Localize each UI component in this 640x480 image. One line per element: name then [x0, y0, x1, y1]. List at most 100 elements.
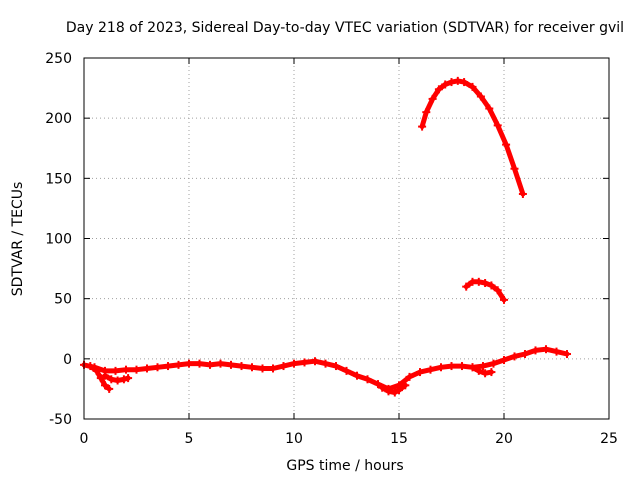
data-point	[92, 366, 101, 375]
data-point	[422, 108, 431, 117]
data-point	[101, 381, 109, 390]
data-point	[96, 374, 105, 383]
data-point	[164, 362, 172, 371]
data-point	[300, 358, 309, 367]
data-point	[447, 78, 456, 87]
data-point	[290, 359, 298, 368]
data-point	[206, 360, 214, 369]
data-point	[269, 364, 277, 373]
x-tick-label: 25	[600, 431, 618, 447]
data-point	[132, 365, 141, 374]
data-point	[363, 375, 372, 384]
data-point	[453, 76, 462, 85]
data-point	[216, 359, 225, 368]
data-point	[487, 281, 496, 290]
data-point	[311, 357, 319, 366]
data-point	[542, 345, 550, 354]
data-point	[105, 384, 114, 393]
x-tick-label: 10	[285, 431, 303, 447]
data-point	[342, 366, 351, 375]
data-point	[321, 359, 330, 368]
data-point	[426, 365, 435, 374]
x-tick-label: 0	[80, 431, 89, 447]
data-point	[416, 368, 424, 377]
y-axis-label: SDTVAR / TECUs	[10, 182, 26, 297]
data-point	[107, 375, 116, 384]
data-point	[428, 94, 437, 103]
y-tick-label: 0	[63, 352, 72, 368]
data-point	[401, 381, 410, 390]
data-point	[479, 362, 487, 371]
data-point	[384, 387, 393, 396]
x-tick-label: 20	[495, 431, 513, 447]
data-point	[119, 375, 128, 384]
data-point	[493, 286, 502, 295]
y-tick-label: 100	[45, 232, 72, 248]
data-point	[395, 386, 403, 395]
data-point	[458, 362, 466, 371]
y-tick-label: 200	[45, 111, 72, 127]
y-tick-label: 50	[54, 292, 72, 308]
data-point	[468, 363, 477, 372]
data-point	[258, 364, 267, 373]
data-point	[481, 369, 490, 378]
data-point	[195, 359, 204, 368]
data-point	[487, 368, 496, 377]
axis-ticks: 0 5 10 15 20 25 -50 0 50 100 150 200 250	[45, 51, 618, 447]
data-series	[80, 76, 571, 397]
data-point	[510, 352, 519, 361]
data-point	[353, 371, 361, 380]
data-point	[468, 82, 477, 91]
y-tick-label: 150	[45, 171, 72, 187]
data-point	[185, 359, 193, 368]
data-point	[101, 371, 109, 380]
chart-title: Day 218 of 2023, Sidereal Day-to-day VTE…	[66, 20, 624, 36]
data-point	[237, 362, 246, 371]
series-line-high-arc	[419, 78, 526, 197]
data-point	[405, 372, 414, 381]
data-point	[227, 360, 235, 369]
data-point	[462, 282, 471, 291]
data-point	[481, 279, 490, 288]
data-point	[474, 366, 483, 375]
data-point	[531, 346, 540, 355]
x-axis-label: GPS time / hours	[286, 458, 403, 474]
data-point	[476, 92, 485, 101]
data-point	[378, 383, 387, 392]
data-point	[279, 362, 288, 371]
data-point	[418, 122, 427, 131]
data-point	[86, 362, 95, 371]
data-point	[153, 363, 162, 372]
data-point	[143, 364, 151, 373]
data-point	[447, 362, 456, 371]
data-point	[434, 85, 443, 94]
y-tick-label: 250	[45, 51, 72, 67]
x-tick-label: 15	[390, 431, 408, 447]
data-point	[485, 104, 494, 113]
x-tick-label: 5	[185, 431, 194, 447]
series-line-baseline	[81, 346, 570, 392]
data-point	[111, 366, 120, 375]
data-point	[502, 140, 511, 149]
y-tick-label: -50	[49, 412, 72, 428]
data-point	[374, 380, 382, 389]
data-point	[493, 121, 502, 130]
data-point	[500, 356, 508, 365]
data-point	[521, 350, 529, 359]
data-point	[113, 376, 122, 385]
data-point	[248, 363, 256, 372]
data-point	[563, 350, 571, 359]
data-point	[474, 277, 483, 286]
data-point	[174, 360, 183, 369]
data-point	[124, 374, 133, 383]
data-point	[489, 359, 498, 368]
data-point	[460, 78, 469, 87]
data-point	[518, 189, 527, 198]
data-point	[500, 295, 508, 304]
data-point	[510, 164, 519, 173]
data-point	[390, 388, 399, 397]
data-point	[437, 363, 445, 372]
data-point	[122, 365, 130, 374]
data-point	[552, 347, 561, 356]
